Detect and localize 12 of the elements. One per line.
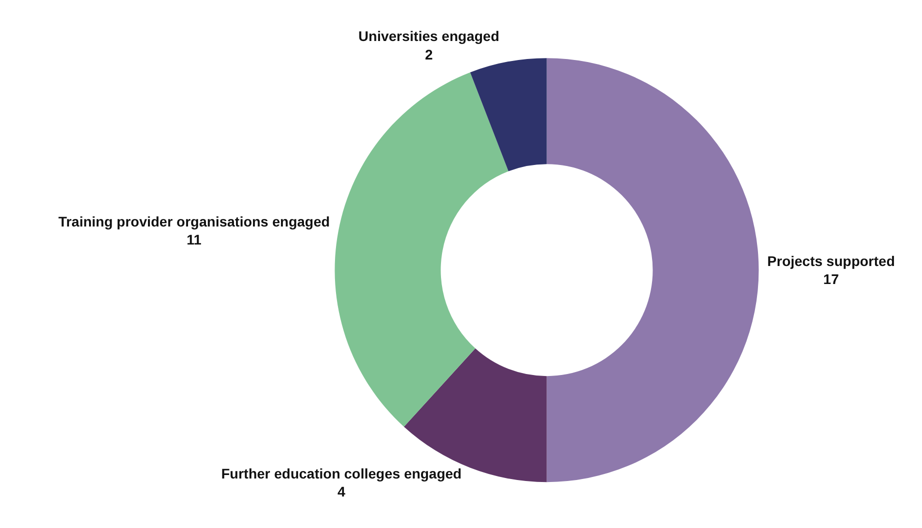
slice-label: Further education colleges engaged bbox=[221, 466, 462, 482]
data-label: 2 bbox=[424, 46, 433, 62]
slice-label: Training provider organisations engaged bbox=[58, 213, 330, 230]
data-label: 4 bbox=[338, 484, 346, 500]
donut-slice bbox=[335, 72, 508, 427]
slice-label: Universities engaged bbox=[358, 28, 500, 44]
donut-slice bbox=[404, 348, 547, 482]
donut-slice bbox=[546, 58, 758, 482]
data-label: 17 bbox=[823, 271, 840, 288]
donut-slice bbox=[470, 58, 547, 172]
slice-label: Projects supported bbox=[767, 252, 895, 269]
data-label: 11 bbox=[186, 232, 202, 248]
